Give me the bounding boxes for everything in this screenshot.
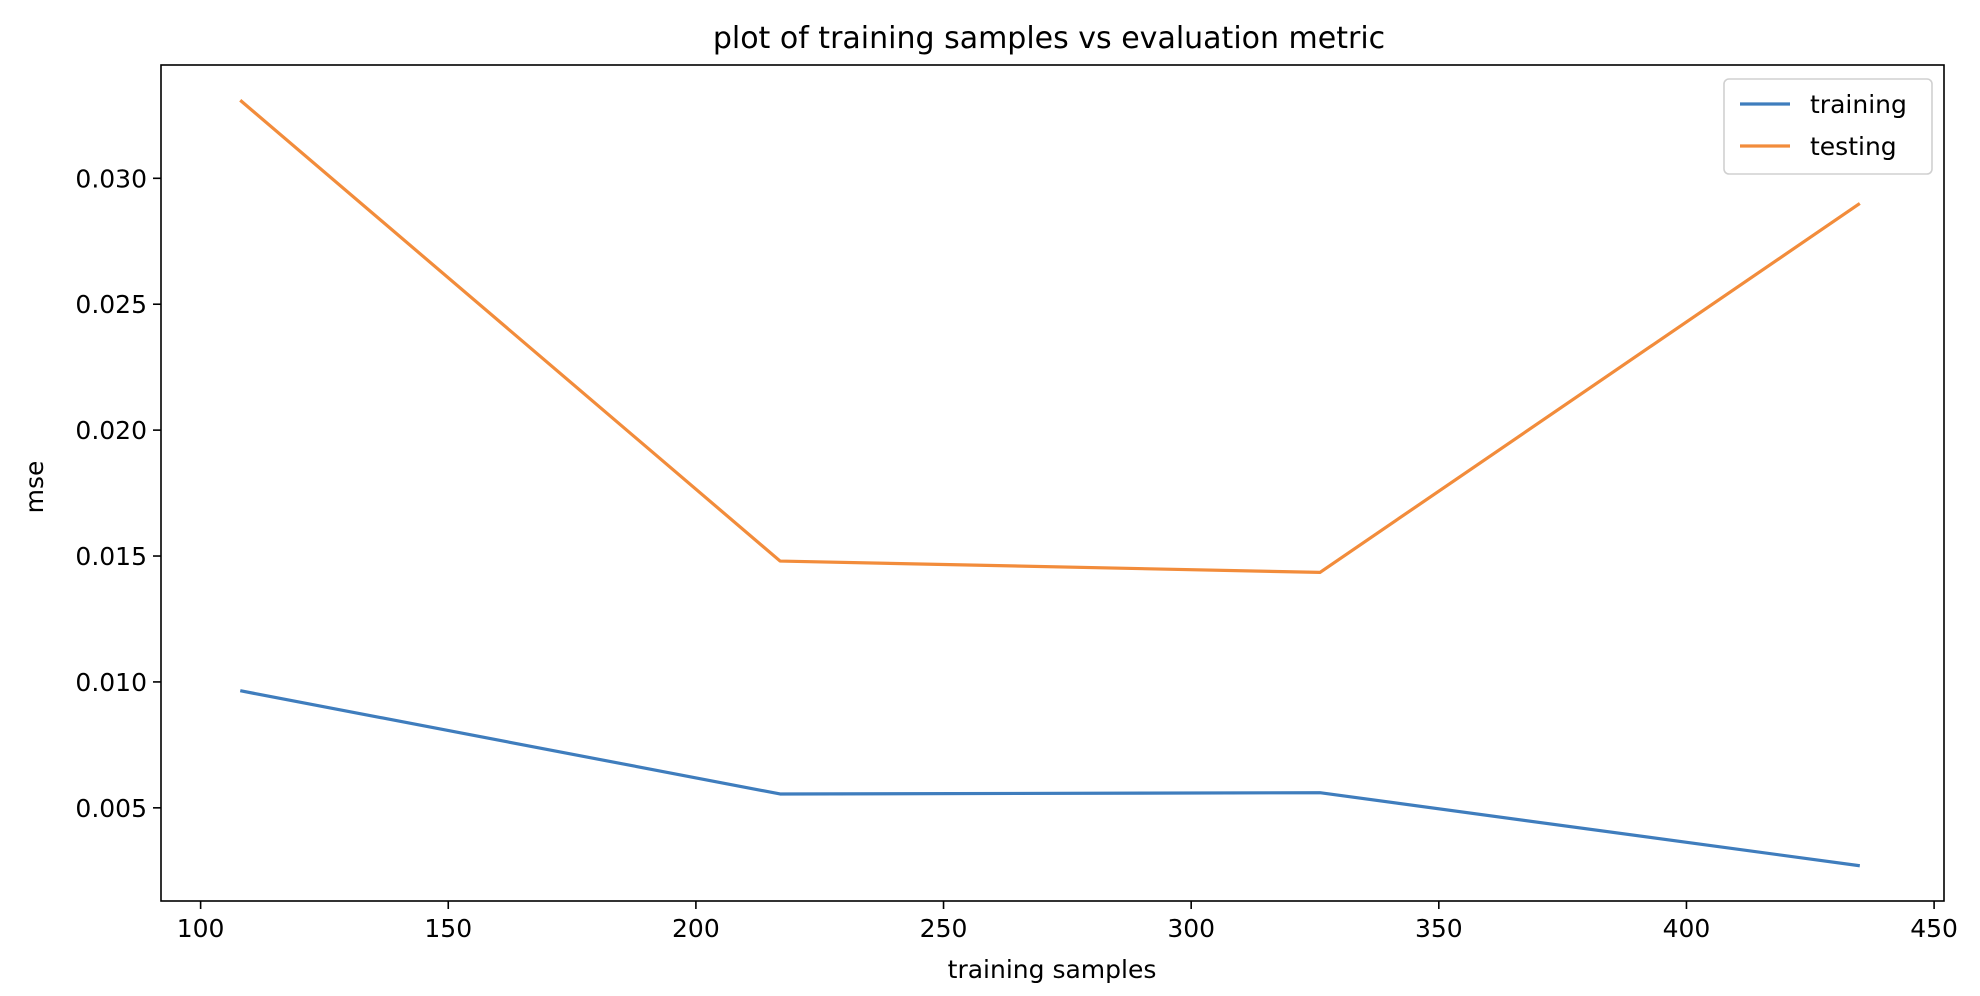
y-tick-label-0.020: 0.020 (75, 416, 147, 445)
x-tick-label-200: 200 (672, 914, 720, 943)
x-tick-label-150: 150 (424, 914, 472, 943)
chart-title: plot of training samples vs evaluation m… (713, 21, 1385, 56)
plot-frame (160, 64, 1945, 902)
y-tick-label-0.005: 0.005 (75, 794, 147, 823)
series-line-testing (239, 99, 1861, 574)
plot-layer (239, 99, 1861, 868)
x-tick-label-250: 250 (920, 914, 968, 943)
series-line-training (239, 689, 1861, 868)
y-tick-label-0.030: 0.030 (75, 164, 147, 193)
x-tick-label-350: 350 (1415, 914, 1463, 943)
legend: training testing (1723, 78, 1933, 175)
x-tick-label-300: 300 (1167, 914, 1215, 943)
legend-label-training: training (1810, 90, 1907, 119)
x-axis: 100 150 200 250 300 350 400 450 (177, 901, 1958, 943)
y-tick-label-0.010: 0.010 (75, 668, 147, 697)
legend-label-testing: testing (1810, 132, 1897, 161)
y-axis-label: mse (20, 461, 49, 514)
x-axis-label: training samples (948, 955, 1157, 984)
y-axis: 0.005 0.010 0.015 0.020 0.025 0.030 (75, 164, 161, 823)
x-tick-label-100: 100 (177, 914, 225, 943)
y-tick-label-0.025: 0.025 (75, 290, 147, 319)
y-tick-label-0.015: 0.015 (75, 542, 147, 571)
x-tick-label-400: 400 (1663, 914, 1711, 943)
x-tick-label-450: 450 (1910, 914, 1958, 943)
